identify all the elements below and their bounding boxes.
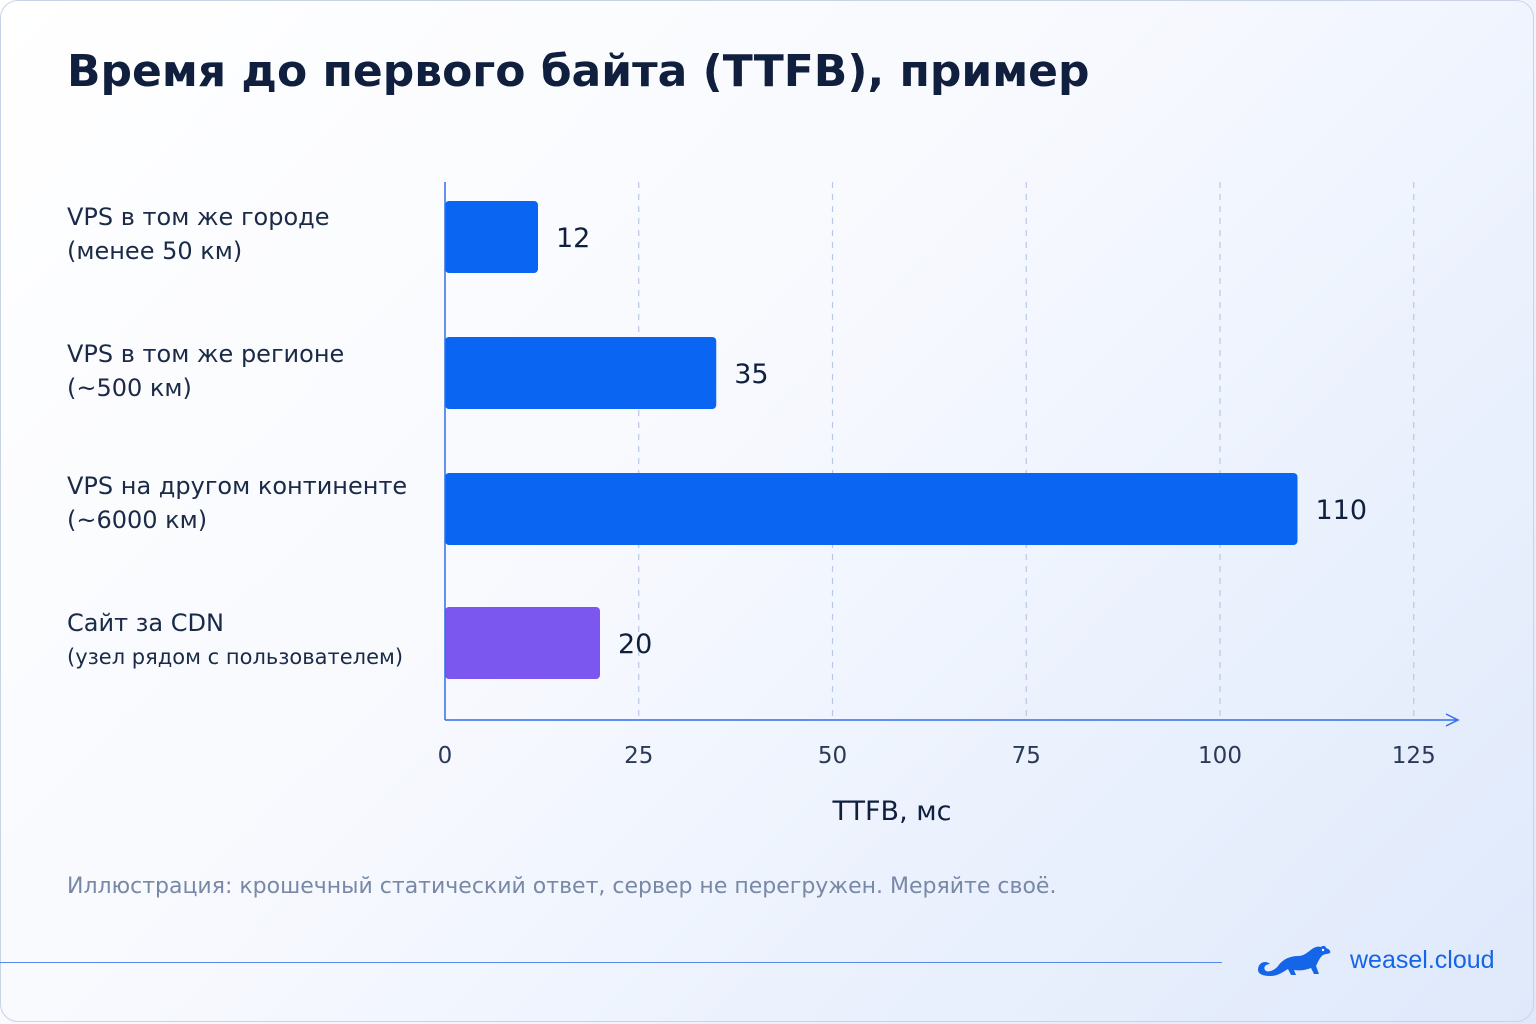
category-label: VPS на другом континенте (~6000 км) [67,469,407,537]
grid-layer [638,182,1415,720]
category-label-line2: (~500 км) [67,374,192,402]
brand-logo[interactable]: weasel.cloud [1256,940,1495,980]
bar-value-label: 35 [734,359,768,390]
bar-value-label: 110 [1316,495,1368,526]
category-label-line1: Сайт за CDN [67,609,224,637]
weasel-icon [1258,945,1331,976]
x-tick-label: 0 [438,743,453,769]
category-label-line2: (~6000 км) [67,506,208,534]
bar-layer: 12 35 110 20 [445,201,1367,679]
category-label: Сайт за CDN (узел рядом с пользователем) [67,606,403,674]
category-label-line2: (узел рядом с пользователем) [67,645,404,669]
bar-value-label: 12 [556,223,590,254]
category-label: VPS в том же регионе (~500 км) [67,337,344,405]
chart-title: Время до первого байта (TTFB), пример [67,46,1090,97]
brand-name: weasel.cloud [1350,945,1495,974]
bar [445,607,600,679]
x-tick-label: 25 [624,743,653,769]
x-axis-arrow-icon [1445,713,1460,727]
bar [445,337,717,409]
x-tick-label: 75 [1012,743,1041,769]
category-label-line1: VPS в том же городе [67,203,330,231]
axis-layer: 0 25 50 75 100 125 [438,182,1460,769]
bar [445,473,1298,545]
footnote: Иллюстрация: крошечный статический ответ… [67,874,1057,899]
x-tick-label: 125 [1392,743,1436,769]
category-label-line1: VPS в том же регионе [67,340,345,368]
bar [445,201,538,273]
category-label: VPS в том же городе (менее 50 км) [67,200,330,268]
category-label-line2: (менее 50 км) [67,237,243,265]
x-tick-label: 50 [818,743,847,769]
category-label-line1: VPS на другом континенте [67,472,408,500]
bar-value-label: 20 [618,629,652,660]
footer-divider [0,962,1222,963]
x-axis-title: TTFB, мс [832,796,952,827]
x-tick-label: 100 [1198,743,1242,769]
